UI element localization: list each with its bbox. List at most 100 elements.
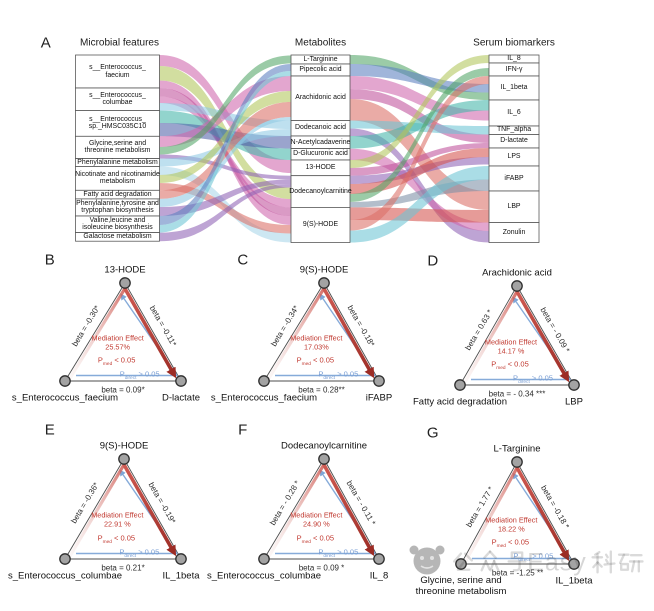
mediator-label: 9(S)-HODE bbox=[299, 264, 349, 276]
triangle-edge bbox=[323, 282, 380, 382]
sankey-node-box bbox=[290, 207, 351, 243]
mediation-panel-G bbox=[455, 456, 580, 570]
mediation-effect-title: Mediation Effect bbox=[290, 333, 343, 343]
sankey-node-label: Pipecolic acid bbox=[299, 66, 342, 74]
mediation-effect-title: Mediation Effect bbox=[484, 337, 538, 346]
sankey-ribbon-right-10 bbox=[350, 143, 489, 176]
outcome-label: D-lactate bbox=[161, 392, 201, 404]
sankey-ribbon-left-8 bbox=[159, 76, 291, 147]
mediator-label: L-Targinine bbox=[493, 443, 541, 455]
sankey-node-label: 9(S)-HODE bbox=[302, 221, 339, 229]
mediation-panel-D bbox=[454, 280, 580, 391]
mediation-effect-value: 22.91 % bbox=[103, 519, 131, 529]
mediation-path-a bbox=[68, 287, 127, 380]
mediation-path-a bbox=[267, 463, 326, 557]
sankey-diagram bbox=[75, 54, 540, 243]
mediation-effect-value: 25.57% bbox=[105, 342, 131, 352]
outcome-node bbox=[175, 375, 187, 387]
p-direct-label: Pdirect > 0.05 bbox=[513, 373, 553, 385]
triangle-edge bbox=[64, 458, 125, 560]
exposure-label: Fatty acid degradation bbox=[412, 396, 508, 408]
beta-bottom-label: beta = - 0.34 *** bbox=[488, 389, 546, 399]
sankey-ribbon-left-9 bbox=[159, 55, 291, 155]
sankey-node-label: s__Enterococcus_ faecium bbox=[89, 63, 146, 79]
sankey-node-label: Dodecanoylcarnitine bbox=[289, 187, 352, 195]
p-direct-label: Pdirect > 0.05 bbox=[119, 369, 160, 382]
sankey-ribbon-right-9 bbox=[350, 55, 489, 168]
sankey-ribbon-right-16 bbox=[350, 76, 489, 231]
sankey-node-box bbox=[75, 54, 160, 89]
mediator-label: 13-HODE bbox=[104, 264, 146, 276]
triangle-edge bbox=[64, 282, 126, 382]
sankey-ribbon-right-13 bbox=[350, 68, 489, 202]
p-direct-label: Pdirect > 0.05 bbox=[119, 546, 160, 559]
outcome-label: LBP bbox=[565, 396, 583, 408]
panel-label-e: E bbox=[44, 421, 56, 439]
mediation-path-a bbox=[464, 467, 519, 562]
panel-label-g: G bbox=[426, 424, 440, 442]
watermark-badge-ear bbox=[435, 545, 445, 555]
watermark-text-latin: Easy bbox=[527, 548, 587, 577]
sankey-node-box bbox=[488, 165, 540, 192]
sankey-node-label: Zonulin bbox=[502, 228, 526, 236]
mediation-panel-C bbox=[258, 277, 385, 387]
exposure-label: Glycine, serine and threonine metabolism bbox=[415, 575, 507, 597]
p-mediation-label: Pmed < 0.05 bbox=[296, 355, 335, 368]
exposure-label: s_Enterococcus_faecium bbox=[11, 392, 119, 404]
p-mediation-label: Pmed < 0.05 bbox=[491, 359, 529, 371]
sankey-ribbon-right-3 bbox=[350, 89, 489, 143]
outcome-label: IL_1beta bbox=[162, 570, 200, 582]
sankey-node-label: Nicotinate and nicotinamide metabolism bbox=[75, 170, 160, 186]
sankey-node-label: Phenylalanine metabolism bbox=[77, 158, 158, 166]
sankey-node-label: iFABP bbox=[504, 174, 524, 182]
mediation-effect-title: Mediation Effect bbox=[290, 510, 343, 520]
triangle-edge bbox=[263, 282, 325, 382]
mediation-path-b-arrow bbox=[515, 290, 570, 383]
triangle-edge bbox=[516, 285, 575, 386]
mediation-effect-value: 18.22 % bbox=[497, 524, 525, 533]
sankey-ribbon-right-17 bbox=[350, 166, 489, 243]
sankey-node-label: Fatty acid degradation bbox=[83, 190, 152, 198]
mediation-path-b-arrow bbox=[122, 463, 177, 557]
sankey-node-label: N-Acetylcadaverine bbox=[290, 138, 351, 146]
sankey-node-box bbox=[488, 222, 540, 243]
direct-effect-arrow bbox=[275, 293, 377, 377]
mediation-effect-value: 24.90 % bbox=[302, 519, 330, 529]
sankey-ribbon-right-6 bbox=[350, 128, 489, 243]
panel-label-f: F bbox=[238, 421, 248, 439]
outcome-node bbox=[373, 553, 385, 565]
mediation-path-b-arrow bbox=[322, 287, 375, 379]
mediator-node bbox=[511, 280, 523, 292]
watermark-badge-icon bbox=[413, 547, 441, 575]
sankey-node-label: Valine,leucine and isoleucine biosynthes… bbox=[82, 216, 153, 232]
sankey-node-label: Dodecanoic acid bbox=[295, 124, 346, 132]
exposure-label: s_Enterococcus_faecium bbox=[210, 392, 318, 404]
beta-bottom-label: beta = 0.09* bbox=[101, 385, 145, 395]
panel-label-c: C bbox=[237, 251, 249, 269]
p-mediation-label: Pmed < 0.05 bbox=[491, 537, 530, 549]
sankey-node-label: Arachidonic acid bbox=[295, 94, 346, 102]
mediator-node bbox=[119, 277, 131, 289]
sankey-node-box bbox=[290, 75, 351, 121]
sankey-node-label: D-Glucuronic acid bbox=[293, 150, 348, 158]
outcome-node bbox=[373, 375, 385, 387]
watermark-cjk-glyph bbox=[452, 552, 474, 571]
triangle-edge bbox=[263, 458, 325, 560]
sankey-node-label: 13-HODE bbox=[305, 164, 336, 172]
beta-bottom-label: beta = 0.28** bbox=[298, 385, 345, 395]
exposure-node bbox=[454, 379, 466, 391]
p-direct-label: Pdirect > 0.05 bbox=[513, 551, 554, 563]
sankey-column-title: Microbial features bbox=[80, 37, 159, 49]
sankey-node-label: D-lactate bbox=[500, 137, 528, 145]
exposure-node bbox=[455, 558, 467, 570]
mediator-label: Arachidonic acid bbox=[482, 267, 552, 279]
sankey-node-label: TNF_alpha bbox=[496, 126, 532, 134]
mediation-path-a bbox=[68, 463, 126, 557]
sankey-node-label: IL_8 bbox=[507, 55, 521, 63]
sankey-node-label: IL_1beta bbox=[500, 84, 528, 92]
sankey-node-box bbox=[290, 175, 351, 208]
sankey-node-label: s__Enterococcus_ columbae bbox=[89, 91, 146, 107]
mediator-label: Dodecanoylcarnitine bbox=[280, 440, 368, 452]
panel-label-b: B bbox=[44, 251, 56, 269]
mediation-effect-value: 17.03% bbox=[303, 342, 329, 352]
